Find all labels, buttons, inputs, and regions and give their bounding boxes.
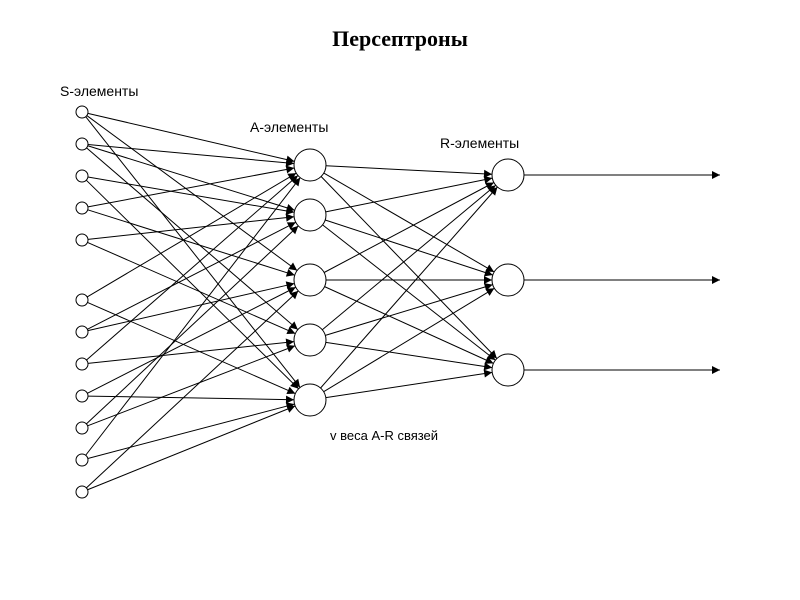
- perceptron-diagram: S-элементы A-элементы R-элементы v веса A-R…: [0, 0, 800, 600]
- svg-text:A-элементы: A-элементы: [250, 119, 328, 135]
- svg-text:v веса A-R связей: v веса A-R связей: [330, 428, 438, 443]
- svg-text:R-элементы: R-элементы: [440, 135, 519, 151]
- svg-text:S-элементы: S-элементы: [60, 83, 138, 99]
